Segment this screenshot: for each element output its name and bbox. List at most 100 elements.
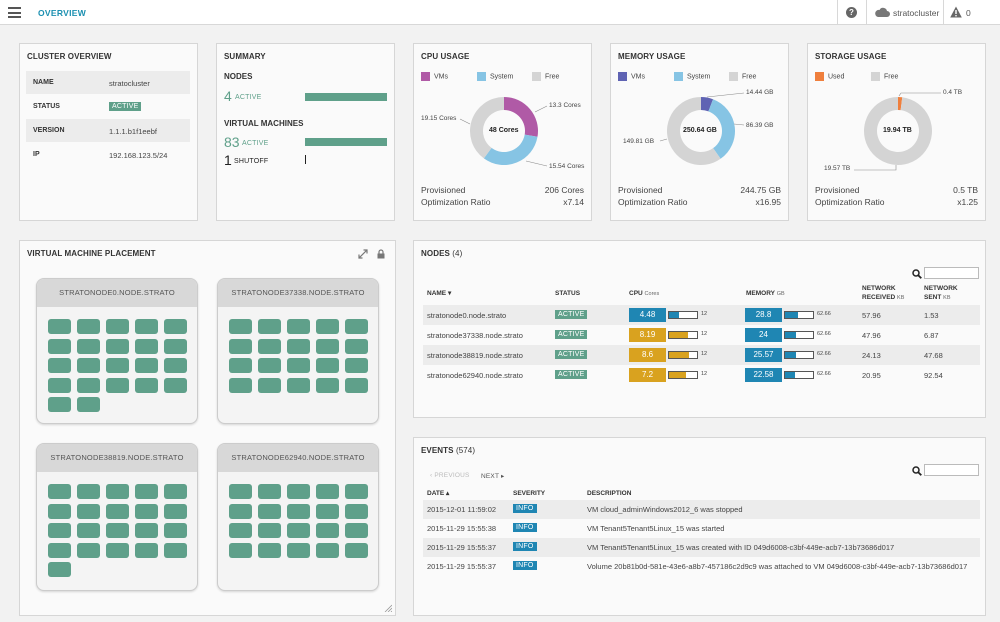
vm-tile[interactable]: [77, 377, 100, 393]
vm-tile[interactable]: [316, 542, 339, 558]
vm-tile[interactable]: [106, 523, 129, 538]
node-placement-box[interactable]: STRATONODE62940.NODE.STRATO: [217, 443, 379, 591]
node-name-cell[interactable]: stratonode38819.node.strato: [427, 351, 523, 360]
vm-tile[interactable]: [135, 319, 158, 334]
vm-tile[interactable]: [258, 484, 281, 499]
vm-tile[interactable]: [106, 338, 129, 354]
vm-tile[interactable]: [316, 377, 339, 393]
vm-tile[interactable]: [258, 523, 281, 538]
vm-tile[interactable]: [135, 358, 158, 373]
vm-tile[interactable]: [77, 503, 100, 519]
column-header-name[interactable]: NAME ▾: [427, 289, 451, 298]
vm-tile[interactable]: [229, 377, 252, 393]
vm-tile[interactable]: [316, 319, 339, 334]
vm-tile[interactable]: [258, 542, 281, 558]
node-name-cell[interactable]: stratonode0.node.strato: [427, 311, 507, 320]
vm-tile[interactable]: [135, 523, 158, 538]
vm-tile[interactable]: [229, 523, 252, 538]
previous-page-button[interactable]: ‹ PREVIOUS: [430, 472, 470, 479]
column-header-severity[interactable]: SEVERITY: [513, 490, 546, 497]
column-header-date[interactable]: DATE ▴: [427, 489, 449, 498]
vm-tile[interactable]: [135, 503, 158, 519]
vm-tile[interactable]: [287, 377, 310, 393]
vm-tile[interactable]: [77, 484, 100, 499]
vm-tile[interactable]: [345, 358, 368, 373]
next-page-button[interactable]: NEXT ▸: [481, 473, 505, 480]
vm-tile[interactable]: [287, 523, 310, 538]
vm-tile[interactable]: [287, 358, 310, 373]
vm-tile[interactable]: [345, 503, 368, 519]
vm-tile[interactable]: [48, 358, 71, 373]
vm-tile[interactable]: [164, 377, 187, 393]
vm-tile[interactable]: [164, 319, 187, 334]
cluster-selector[interactable]: stratocluster: [893, 8, 940, 18]
vm-tile[interactable]: [77, 542, 100, 558]
vm-tile[interactable]: [77, 358, 100, 373]
warning-icon[interactable]: [950, 6, 962, 18]
table-row[interactable]: 2015-11-29 15:55:38 INFO VM Tenant5Tenant5…: [423, 519, 980, 538]
vm-tile[interactable]: [77, 523, 100, 538]
vm-tile[interactable]: [258, 319, 281, 334]
lock-icon[interactable]: [376, 249, 386, 259]
node-name-cell[interactable]: stratonode37338.node.strato: [427, 331, 523, 340]
column-header-description[interactable]: DESCRIPTION: [587, 490, 632, 497]
vm-tile[interactable]: [106, 484, 129, 499]
vm-tile[interactable]: [345, 319, 368, 334]
cloud-icon[interactable]: [874, 7, 890, 17]
vm-tile[interactable]: [229, 338, 252, 354]
table-row[interactable]: stratonode38819.node.strato ACTIVE 8.6 12 25…: [423, 345, 980, 365]
vm-tile[interactable]: [48, 542, 71, 558]
vm-tile[interactable]: [316, 503, 339, 519]
table-row[interactable]: 2015-11-29 15:55:37 INFO Volume 20b81b0d-5…: [423, 557, 980, 576]
vm-tile[interactable]: [345, 542, 368, 558]
vm-tile[interactable]: [135, 484, 158, 499]
vm-tile[interactable]: [106, 377, 129, 393]
vm-tile[interactable]: [287, 542, 310, 558]
vm-tile[interactable]: [229, 358, 252, 373]
column-header-status[interactable]: STATUS: [555, 290, 581, 297]
vm-tile[interactable]: [48, 562, 71, 577]
resize-handle-icon[interactable]: [384, 604, 392, 612]
expand-icon[interactable]: [358, 249, 368, 259]
help-icon[interactable]: ?: [846, 7, 857, 18]
column-header-network-received[interactable]: NETWORK RECEIVED KB: [862, 284, 904, 303]
vm-tile[interactable]: [258, 377, 281, 393]
search-icon[interactable]: [912, 269, 922, 279]
column-header-memory[interactable]: MEMORY GB: [746, 289, 785, 299]
vm-tile[interactable]: [164, 358, 187, 373]
vm-tile[interactable]: [77, 397, 100, 412]
vm-tile[interactable]: [106, 503, 129, 519]
vm-tile[interactable]: [316, 338, 339, 354]
vm-tile[interactable]: [287, 338, 310, 354]
vm-tile[interactable]: [287, 484, 310, 499]
vm-tile[interactable]: [229, 542, 252, 558]
vm-tile[interactable]: [345, 484, 368, 499]
events-search-input[interactable]: [924, 464, 979, 476]
vm-tile[interactable]: [48, 484, 71, 499]
vm-tile[interactable]: [345, 338, 368, 354]
vm-tile[interactable]: [48, 397, 71, 412]
node-placement-box[interactable]: STRATONODE0.NODE.STRATO: [36, 278, 198, 424]
vm-tile[interactable]: [135, 338, 158, 354]
vm-tile[interactable]: [345, 377, 368, 393]
search-icon[interactable]: [912, 466, 922, 476]
table-row[interactable]: stratonode62940.node.strato ACTIVE 7.2 12 22…: [423, 365, 980, 385]
vm-tile[interactable]: [77, 338, 100, 354]
vm-tile[interactable]: [229, 319, 252, 334]
vm-tile[interactable]: [316, 484, 339, 499]
vm-tile[interactable]: [258, 358, 281, 373]
vm-tile[interactable]: [229, 484, 252, 499]
vm-tile[interactable]: [229, 503, 252, 519]
vm-tile[interactable]: [48, 503, 71, 519]
vm-tile[interactable]: [48, 377, 71, 393]
table-row[interactable]: 2015-12-01 11:59:02 INFO VM cloud_adminWin…: [423, 500, 980, 519]
menu-icon[interactable]: [8, 7, 21, 18]
vm-tile[interactable]: [48, 523, 71, 538]
vm-tile[interactable]: [258, 503, 281, 519]
vm-tile[interactable]: [135, 542, 158, 558]
table-row[interactable]: stratonode37338.node.strato ACTIVE 8.19 12 2…: [423, 325, 980, 345]
column-header-cpu[interactable]: CPU Cores: [629, 289, 659, 299]
vm-tile[interactable]: [164, 523, 187, 538]
vm-tile[interactable]: [164, 484, 187, 499]
vm-tile[interactable]: [48, 319, 71, 334]
